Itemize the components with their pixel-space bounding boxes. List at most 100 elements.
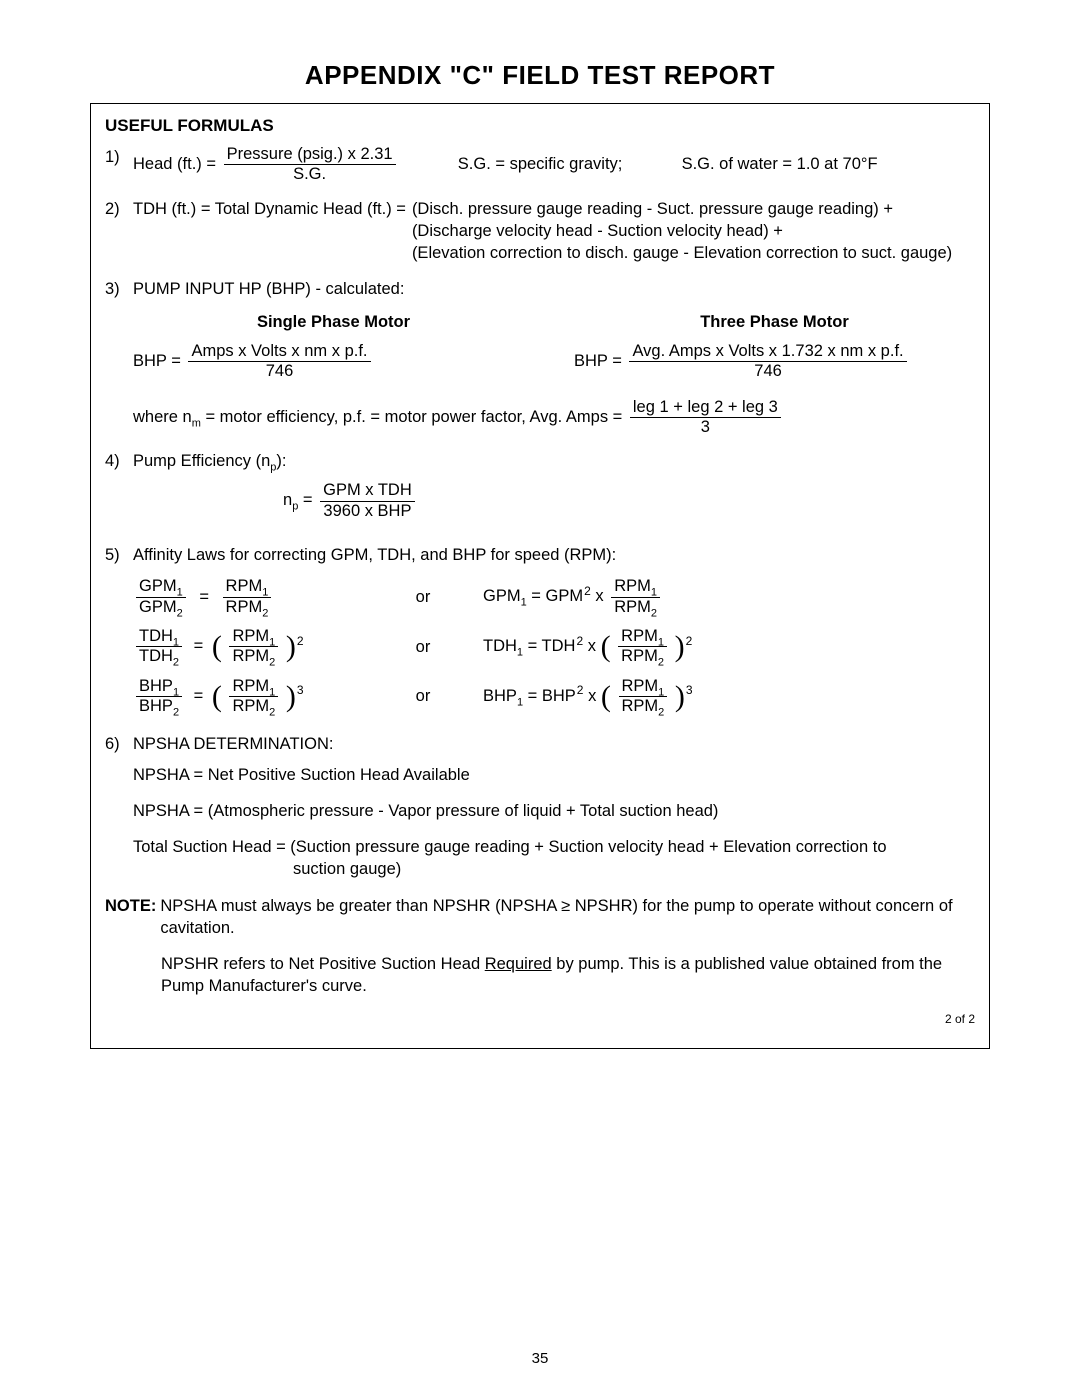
text: BHP <box>139 697 173 715</box>
page-title: APPENDIX "C" FIELD TEST REPORT <box>90 60 990 91</box>
fraction: GPM x TDH 3960 x BHP <box>320 482 415 520</box>
text: BHP = <box>133 352 181 370</box>
text: = <box>298 492 312 510</box>
fraction: RPM1 RPM2 <box>618 628 667 666</box>
column-header: Three Phase Motor <box>574 311 975 333</box>
text: = TDH <box>523 637 575 655</box>
text: n <box>283 492 292 510</box>
note-block: NOTE: NPSHA must always be greater than … <box>105 895 975 940</box>
subscript: 2 <box>262 607 268 619</box>
text: TDH <box>139 627 173 645</box>
subscript: 2 <box>173 657 179 669</box>
text: NPSHA = Net Positive Suction Head Availa… <box>133 764 975 786</box>
text: (Elevation correction to disch. gauge - … <box>412 242 952 264</box>
content-box: USEFUL FORMULAS 1) Head (ft.) = Pressure… <box>90 103 990 1049</box>
text: GPM <box>139 577 177 595</box>
item-body: NPSHA DETERMINATION: <box>133 733 975 755</box>
fraction-top: leg 1 + leg 2 + leg 3 <box>630 399 781 418</box>
text: RPM <box>232 697 269 715</box>
fraction-bot: 3960 x BHP <box>320 502 415 520</box>
item-body: Pump Efficiency (np): np = GPM x TDH 396… <box>133 450 975 530</box>
text: RPM <box>226 577 263 595</box>
text: or <box>363 685 483 707</box>
text: = <box>194 687 204 705</box>
page-footer: 35 <box>0 1350 1080 1367</box>
text: Head (ft.) = <box>133 155 216 173</box>
paren-icon: ( <box>601 630 611 663</box>
text: RPM <box>614 598 651 616</box>
text-block: Total Suction Head = (Suction pressure g… <box>133 836 975 881</box>
item-body: Head (ft.) = Pressure (psig.) x 2.31 S.G… <box>133 146 975 184</box>
subscript: 2 <box>173 706 179 718</box>
text: Required <box>485 955 552 973</box>
page-of: 2 of 2 <box>105 1012 975 1026</box>
text: GPM <box>483 588 521 606</box>
subscript: 2 <box>177 607 183 619</box>
fraction: RPM1 RPM2 <box>619 678 668 716</box>
text: = motor efficiency, p.f. = motor power f… <box>201 408 622 426</box>
text: TDH <box>139 647 173 665</box>
formula-item-1: 1) Head (ft.) = Pressure (psig.) x 2.31 … <box>105 146 975 184</box>
text: where n <box>133 408 192 426</box>
formula-item-2: 2) TDH (ft.) = Total Dynamic Head (ft.) … <box>105 198 975 265</box>
text: x <box>591 588 608 606</box>
text: RPM <box>226 598 263 616</box>
item-number: 2) <box>105 198 133 265</box>
paren-icon: ) <box>675 679 685 712</box>
affinity-row-bhp: BHP1 BHP2 = ( RPM1 RPM2 )3 or BHP1 = BH <box>133 678 975 716</box>
page: APPENDIX "C" FIELD TEST REPORT USEFUL FO… <box>0 0 1080 1397</box>
text: NPSHA = (Atmospheric pressure - Vapor pr… <box>133 800 975 822</box>
fraction: Avg. Amps x Volts x 1.732 x nm x p.f. 74… <box>629 343 906 381</box>
affinity-row-tdh: TDH1 TDH2 = ( RPM1 RPM2 )2 or TDH1 = TD <box>133 628 975 666</box>
fraction-bot: 746 <box>629 362 906 380</box>
section-header: USEFUL FORMULAS <box>105 116 975 136</box>
where-clause: where nm = motor efficiency, p.f. = moto… <box>133 399 975 437</box>
fraction: GPM1 GPM2 <box>136 578 186 616</box>
formula-item-5: 5) Affinity Laws for correcting GPM, TDH… <box>105 544 975 727</box>
item-number: 1) <box>105 146 133 184</box>
text: BHP = <box>574 352 622 370</box>
text: GPM <box>139 598 177 616</box>
text: ): <box>276 452 286 470</box>
text: Affinity Laws for correcting GPM, TDH, a… <box>133 544 975 566</box>
text: or <box>363 636 483 658</box>
item-body: TDH (ft.) = Total Dynamic Head (ft.) = (… <box>133 198 975 265</box>
fraction-bot: 746 <box>188 362 370 380</box>
text: BHP <box>139 677 173 695</box>
fraction: RPM1 RPM2 <box>611 578 660 616</box>
text: RPM <box>232 627 269 645</box>
fraction-top: Pressure (psig.) x 2.31 <box>224 146 396 165</box>
text: TDH <box>483 637 517 655</box>
affinity-row-gpm: GPM1 GPM2 = RPM1 RPM2 or GPM1 = GPM2 x <box>133 578 975 616</box>
fraction: RPM1 RPM2 <box>229 628 278 666</box>
text: RPM <box>621 627 658 645</box>
text: suction gauge) <box>133 858 401 880</box>
text: RPM <box>232 647 269 665</box>
text: Pump Efficiency (n <box>133 452 270 470</box>
paren-icon: ) <box>675 630 685 663</box>
text: x <box>583 687 600 705</box>
item-number: 4) <box>105 450 133 530</box>
equation: BHP = Avg. Amps x Volts x 1.732 x nm x p… <box>574 343 975 381</box>
text: or <box>363 586 483 608</box>
superscript: 2 <box>686 634 693 648</box>
fraction: BHP1 BHP2 <box>136 678 182 716</box>
superscript: 3 <box>686 683 693 697</box>
subscript: 2 <box>269 706 275 718</box>
item-body: PUMP INPUT HP (BHP) - calculated: Single… <box>133 278 975 436</box>
item-body: Affinity Laws for correcting GPM, TDH, a… <box>133 544 975 727</box>
formula-item-3: 3) PUMP INPUT HP (BHP) - calculated: Sin… <box>105 278 975 436</box>
text: RPM <box>622 697 659 715</box>
text: = GPM <box>527 588 583 606</box>
note-label: NOTE: <box>105 897 156 915</box>
formula-item-6: 6) NPSHA DETERMINATION: <box>105 733 975 755</box>
item-number: 3) <box>105 278 133 436</box>
paren-icon: ( <box>601 679 611 712</box>
subscript: 2 <box>651 607 657 619</box>
text: RPM <box>622 677 659 695</box>
text: RPM <box>232 677 269 695</box>
text: S.G. = specific gravity; <box>458 155 623 173</box>
text: RPM <box>621 647 658 665</box>
subscript: m <box>192 417 201 429</box>
fraction: leg 1 + leg 2 + leg 3 3 <box>630 399 781 437</box>
